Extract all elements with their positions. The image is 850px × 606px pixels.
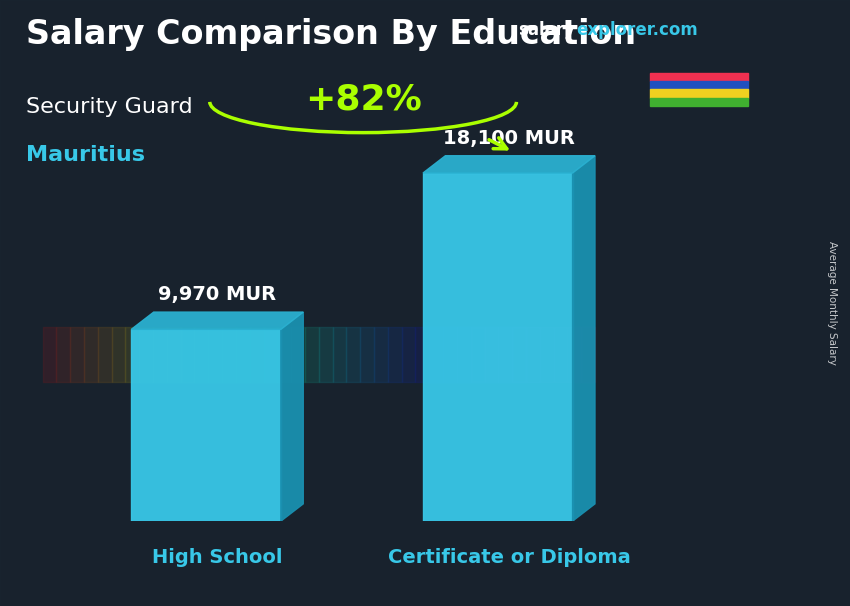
Text: High School: High School [152, 548, 282, 567]
Text: Certificate or Diploma: Certificate or Diploma [388, 548, 631, 567]
Text: Average Monthly Salary: Average Monthly Salary [827, 241, 837, 365]
Text: Mauritius: Mauritius [26, 145, 144, 165]
Polygon shape [131, 312, 303, 330]
Polygon shape [423, 156, 595, 173]
Polygon shape [573, 156, 595, 521]
Text: explorer.com: explorer.com [576, 21, 698, 39]
Text: salary: salary [518, 21, 575, 39]
Text: +82%: +82% [305, 83, 422, 117]
Bar [131, 330, 280, 521]
Text: 9,970 MUR: 9,970 MUR [158, 285, 276, 304]
Polygon shape [280, 312, 303, 521]
Text: Security Guard: Security Guard [26, 97, 192, 117]
Bar [423, 173, 573, 521]
Text: 18,100 MUR: 18,100 MUR [443, 129, 575, 148]
Text: Salary Comparison By Education: Salary Comparison By Education [26, 18, 636, 51]
